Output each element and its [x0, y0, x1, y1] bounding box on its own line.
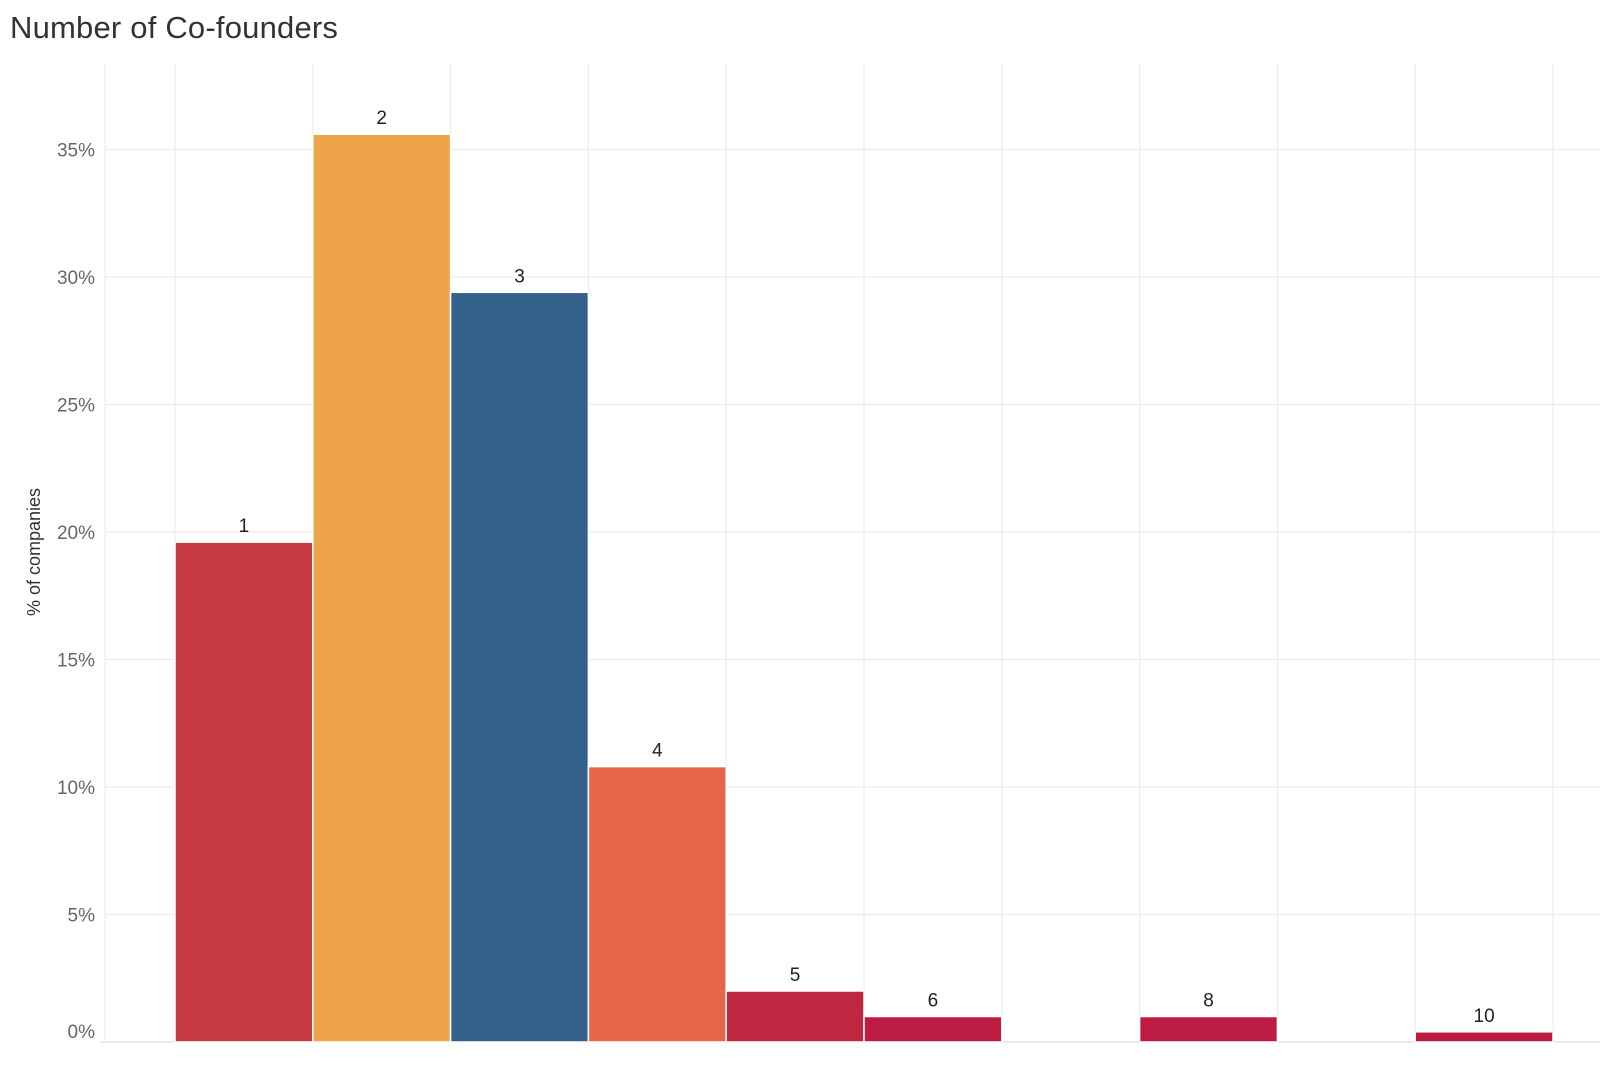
y-axis-ticks: 0% 5% 10% 15% 20% 25% 30% 35%	[57, 141, 95, 1044]
y-tick-label: 5%	[68, 906, 96, 927]
y-tick-label: 15%	[57, 651, 95, 672]
bar-label-5: 5	[790, 965, 801, 986]
bar-label-3: 3	[514, 266, 525, 287]
bar-label-10: 10	[1474, 1006, 1495, 1027]
data-labels: 1 2 3 4 5 6 8 10	[239, 108, 1495, 1027]
y-tick-label: 0%	[68, 1022, 96, 1043]
y-tick-label: 20%	[57, 523, 95, 544]
y-tick-label: 30%	[57, 268, 95, 289]
bars	[174, 133, 1554, 1043]
bar-10[interactable]	[1414, 1031, 1554, 1043]
chart-title: Number of Co-founders	[10, 10, 339, 45]
bar-label-8: 8	[1203, 991, 1214, 1012]
bar-8[interactable]	[1138, 1015, 1279, 1043]
bar-6[interactable]	[863, 1015, 1003, 1043]
y-tick-label: 35%	[57, 141, 95, 162]
bar-2[interactable]	[312, 133, 452, 1043]
bar-label-4: 4	[652, 741, 663, 762]
bar-1[interactable]	[174, 541, 314, 1043]
y-axis-label: % of companies	[24, 488, 44, 616]
y-tick-label: 10%	[57, 778, 95, 799]
y-tick-label: 25%	[57, 396, 95, 417]
bar-5[interactable]	[725, 990, 865, 1043]
bar-label-1: 1	[239, 516, 250, 537]
bar-4[interactable]	[587, 765, 727, 1043]
bar-3[interactable]	[449, 291, 590, 1043]
bar-label-2: 2	[376, 108, 387, 129]
bar-label-6: 6	[928, 991, 939, 1012]
